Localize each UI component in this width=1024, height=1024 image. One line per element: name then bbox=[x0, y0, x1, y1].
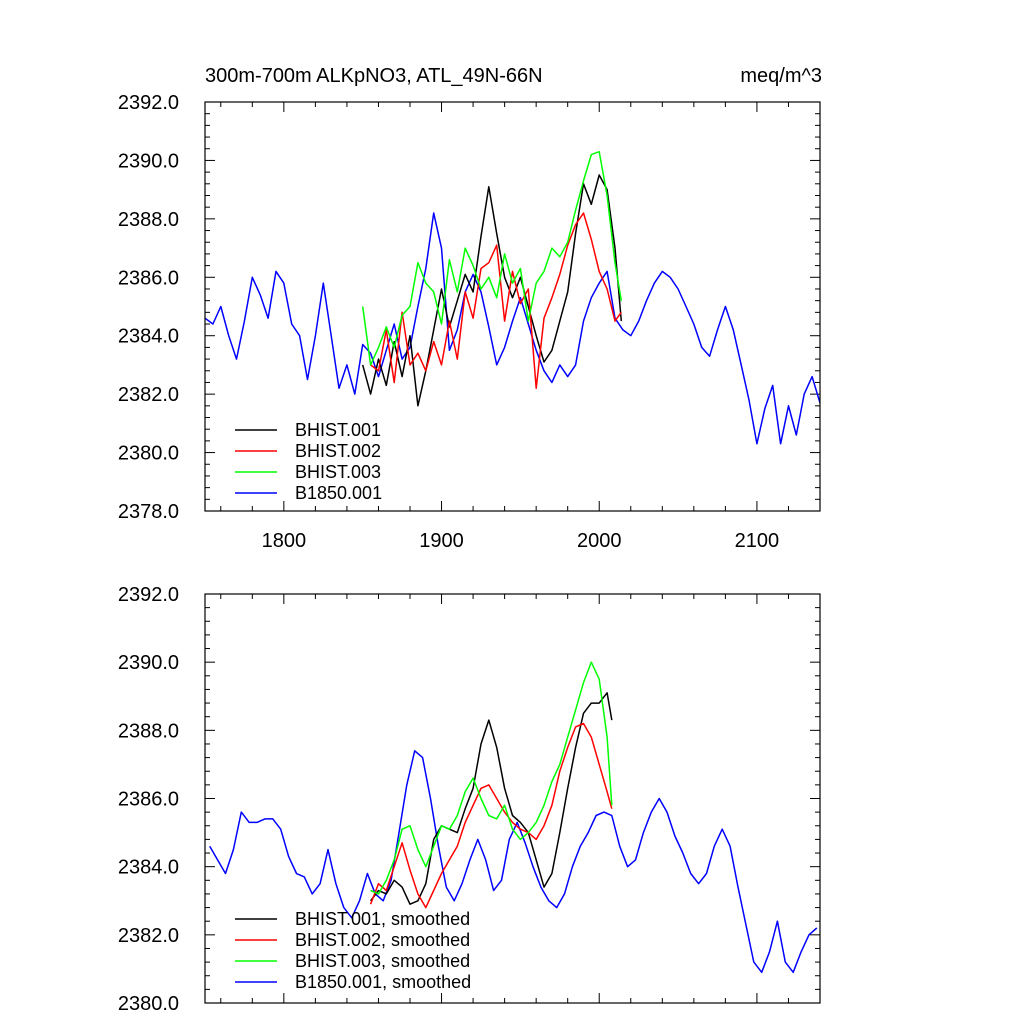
x-tick-label: 1800 bbox=[262, 530, 307, 552]
y-tick-label: 2392.0 bbox=[118, 584, 179, 606]
bottom-plot-frame bbox=[204, 593, 821, 1004]
legend-label: BHIST.001 bbox=[295, 420, 381, 440]
legend-label: BHIST.002, smoothed bbox=[295, 930, 470, 950]
series-line-bhist-001 bbox=[370, 692, 613, 905]
bottom-axis-ticks: 2380.0 2382.0 2384.0 2386.0 2388.0 2390.0 2392… bbox=[118, 584, 821, 1015]
y-tick-label: 2390.0 bbox=[118, 652, 179, 674]
y-tick-label: 2384.0 bbox=[118, 326, 179, 348]
y-tick-label: 2386.0 bbox=[118, 267, 179, 289]
series-line-b1850-001 bbox=[204, 212, 821, 445]
legend-label: B1850.001 bbox=[295, 483, 382, 503]
legend-label: BHIST.002 bbox=[295, 441, 381, 461]
top-chart-title: 300m-700m ALKpNO3, ATL_49N-66N bbox=[205, 65, 543, 87]
top-panel: 300m-700m ALKpNO3, ATL_49N-66N meq/m^3 2… bbox=[118, 65, 822, 552]
y-tick-label: 2380.0 bbox=[118, 993, 179, 1015]
y-tick-label: 2378.0 bbox=[118, 501, 179, 523]
y-tick-label: 2380.0 bbox=[118, 443, 179, 465]
bottom-panel: 2380.0 2382.0 2384.0 2386.0 2388.0 2390.0 2392… bbox=[118, 584, 821, 1015]
y-tick-label: 2382.0 bbox=[118, 925, 179, 947]
series-line-bhist-002 bbox=[370, 212, 622, 390]
top-chart-units: meq/m^3 bbox=[740, 65, 822, 87]
x-tick-label: 2100 bbox=[735, 530, 780, 552]
y-tick-label: 2382.0 bbox=[118, 384, 179, 406]
series-line-bhist-002 bbox=[369, 722, 613, 909]
series-line-bhist-001 bbox=[361, 174, 623, 407]
y-tick-label: 2384.0 bbox=[118, 857, 179, 879]
top-axis-ticks: 2378.0 2380.0 2382.0 2384.0 2386.0 2388.0 2390… bbox=[118, 92, 821, 552]
series-line-bhist-003 bbox=[361, 150, 623, 366]
legend-label: BHIST.003, smoothed bbox=[295, 951, 470, 971]
legend-label: BHIST.001, smoothed bbox=[295, 909, 470, 929]
legend-label: BHIST.003 bbox=[295, 462, 381, 482]
y-tick-label: 2388.0 bbox=[118, 720, 179, 742]
series-line-bhist-003 bbox=[370, 661, 613, 895]
x-tick-label: 1900 bbox=[419, 530, 464, 552]
y-tick-label: 2388.0 bbox=[118, 209, 179, 231]
legend-label: B1850.001, smoothed bbox=[295, 972, 471, 992]
y-tick-label: 2386.0 bbox=[118, 789, 179, 811]
x-tick-label: 2000 bbox=[577, 530, 622, 552]
top-series-lines bbox=[204, 150, 821, 445]
bottom-series-lines bbox=[209, 661, 818, 974]
top-plot-frame bbox=[204, 101, 821, 512]
y-tick-label: 2392.0 bbox=[118, 92, 179, 114]
y-tick-label: 2390.0 bbox=[118, 150, 179, 172]
